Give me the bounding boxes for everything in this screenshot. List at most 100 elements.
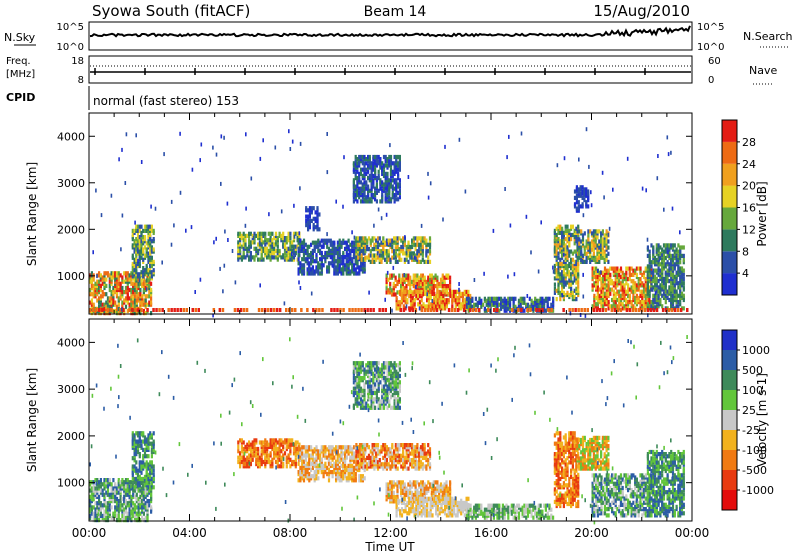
heatmap-cell (285, 308, 288, 312)
heatmap-cell (150, 288, 152, 292)
heatmap-cell (311, 292, 313, 296)
heatmap-cell (554, 283, 556, 287)
nave-bottom-tick: 0 (708, 75, 714, 86)
heatmap-cell (369, 308, 372, 312)
heatmap-cell (348, 239, 350, 243)
heatmap-cell (568, 254, 570, 258)
heatmap-cell (521, 132, 523, 136)
heatmap-cell (367, 185, 369, 189)
heatmap-cell (354, 236, 356, 240)
heatmap-cell (429, 260, 431, 264)
heatmap-cell (293, 204, 295, 208)
beam-title: Beam 14 (364, 4, 427, 20)
heatmap-cell (335, 200, 337, 204)
heatmap-cell (580, 229, 582, 233)
heatmap-cell (381, 193, 383, 197)
heatmap-cell (288, 129, 290, 133)
heatmap-cell (150, 311, 152, 315)
heatmap-cell (354, 308, 357, 312)
heatmap-cell (493, 308, 496, 312)
heatmap-cell (475, 308, 478, 312)
heatmap-cell (155, 308, 158, 312)
heatmap-cell (200, 278, 202, 282)
heatmap-cell (243, 440, 245, 444)
heatmap-cell (366, 308, 369, 312)
heatmap-cell (403, 308, 406, 312)
heatmap-cell (591, 203, 593, 207)
heatmap-cell (153, 229, 155, 233)
heatmap-cell (291, 438, 293, 442)
nave-label: Nave (749, 64, 777, 77)
heatmap-cell (605, 308, 608, 312)
heatmap-cell (535, 308, 538, 312)
heatmap-cell (222, 289, 224, 293)
heatmap-cell (667, 250, 669, 254)
heatmap-cell (237, 445, 239, 449)
heatmap-cell (282, 462, 284, 466)
heatmap-cell (373, 224, 375, 228)
nsearch-top-tick: 10^5 (697, 22, 724, 33)
heatmap-cell (171, 200, 173, 204)
heatmap-cell (100, 478, 102, 482)
heatmap-cell (626, 308, 629, 312)
heatmap-cell (465, 190, 467, 194)
heatmap-cell (427, 308, 430, 312)
heatmap-cell (406, 304, 408, 308)
heatmap-cell (91, 298, 93, 302)
heatmap-cell (432, 299, 434, 303)
heatmap-cell (235, 280, 237, 284)
heatmap-cell (475, 297, 477, 301)
heatmap-cell (125, 181, 127, 185)
heatmap-cell (576, 200, 578, 204)
heatmap-cell (436, 308, 439, 312)
heatmap-cell (112, 478, 114, 482)
heatmap-cell (365, 180, 367, 184)
heatmap-cell (600, 270, 602, 274)
heatmap-cell (639, 277, 641, 281)
heatmap-cell (299, 231, 301, 235)
heatmap-cell (179, 132, 181, 136)
heatmap-cell (562, 308, 565, 312)
heatmap-cell (167, 308, 170, 312)
heatmap-cell (603, 195, 605, 199)
heatmap-cell (369, 155, 371, 159)
heatmap-cell (163, 152, 165, 156)
heatmap-cell (333, 308, 336, 312)
heatmap-cell (570, 237, 572, 241)
heatmap-cell (315, 253, 317, 257)
heatmap-cell (578, 256, 580, 260)
heatmap-cell (591, 231, 593, 235)
freq-label: Freq. (6, 56, 31, 67)
heatmap-cell (101, 213, 103, 217)
heatmap-cell (483, 272, 485, 276)
heatmap-cell (289, 236, 291, 240)
heatmap-cell (309, 206, 311, 210)
heatmap-cell (234, 308, 237, 312)
heatmap-cell (444, 276, 446, 280)
heatmap-cell (514, 272, 516, 276)
heatmap-cell (131, 308, 134, 312)
heatmap-cell (151, 454, 153, 458)
heatmap-cell (574, 189, 576, 193)
heatmap-cell (364, 267, 366, 271)
heatmap-cell (298, 280, 300, 284)
heatmap-cell (151, 460, 153, 464)
heatmap-cell (587, 204, 589, 208)
heatmap-cell (574, 308, 577, 312)
heatmap-cell (139, 452, 141, 456)
heatmap-cell (655, 291, 657, 295)
heatmap-cell (255, 438, 257, 442)
heatmap-cell (593, 308, 596, 312)
heatmap-cell (260, 157, 262, 161)
heatmap-cell (192, 308, 195, 312)
heatmap-cell (313, 223, 315, 227)
heatmap-cell (625, 271, 627, 275)
heatmap-cell (343, 155, 345, 159)
heatmap-cell (572, 225, 574, 229)
heatmap-cell (386, 213, 388, 217)
heatmap-cell (135, 268, 137, 272)
heatmap-cell (245, 224, 247, 228)
heatmap-cell (227, 202, 229, 206)
